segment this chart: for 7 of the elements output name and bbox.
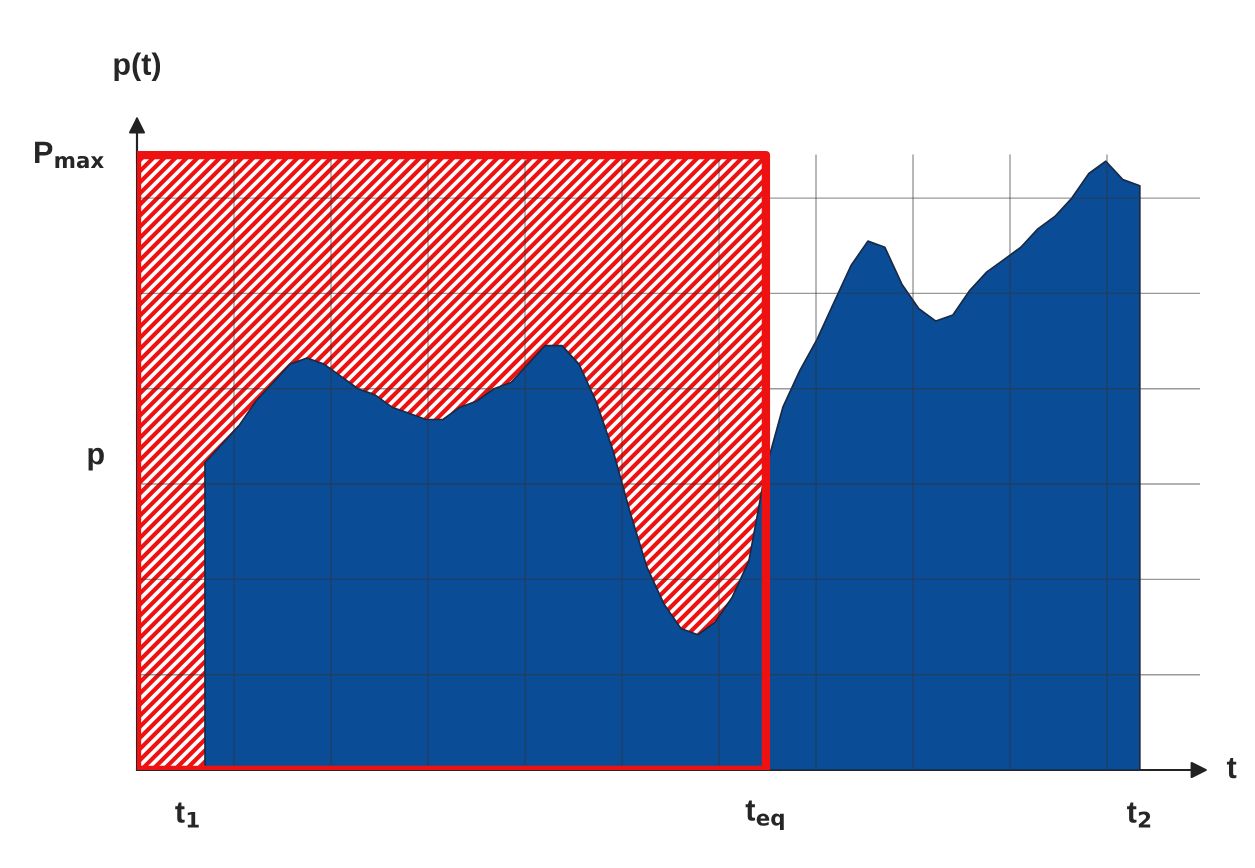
x-tick-label: t$_{1}$	[175, 802, 199, 828]
x-tick-label: t$_{2}$	[1127, 802, 1151, 828]
x-tick-label: t$_{eq}$	[745, 800, 784, 830]
y-axis-title: p(t)	[114, 52, 161, 81]
text: P$_{max}$	[35, 141, 104, 169]
x-axis-title: t	[1226, 757, 1237, 779]
text: p	[88, 447, 104, 471]
